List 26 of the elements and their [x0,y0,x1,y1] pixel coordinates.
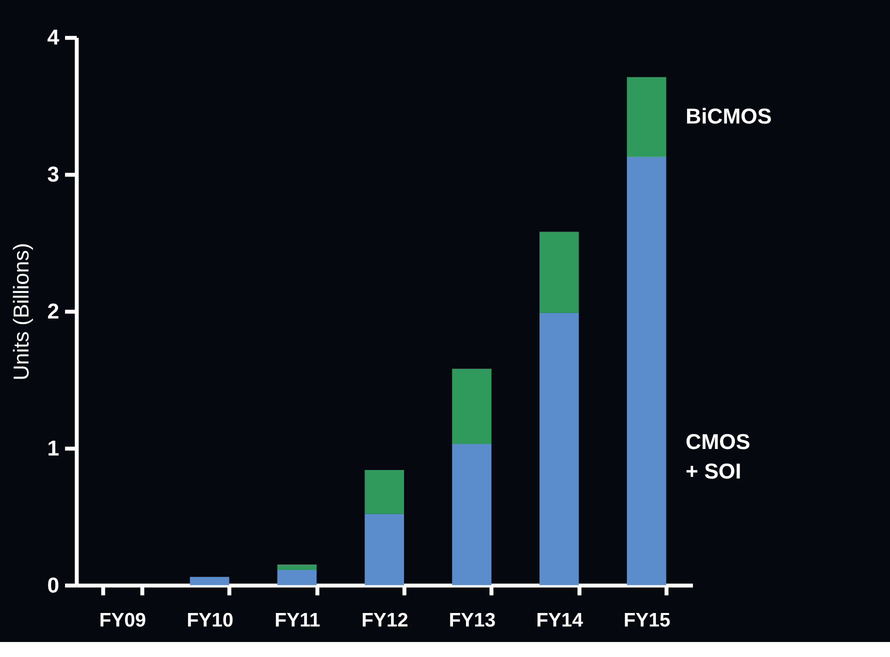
bar [452,368,492,444]
bar [452,444,492,586]
bar [539,312,579,586]
x-tick-label: FY15 [624,610,671,632]
y-tick-label: 3 [47,162,60,187]
bar [277,564,317,570]
y-tick-label: 2 [47,300,60,324]
y-tick-label: 1 [47,436,60,460]
bar [364,514,404,586]
bar [626,77,666,156]
y-axis-title: Units (Billions) [10,243,34,380]
y-tick-label: 0 [47,573,60,598]
bar [539,232,579,313]
bar [190,576,230,586]
x-tick-label: FY12 [361,610,408,632]
bar [364,470,404,514]
bar [626,156,666,586]
x-tick-label: FY11 [274,610,320,632]
x-tick-label: FY13 [448,610,496,632]
y-tick-label: 4 [47,26,60,50]
x-tick-label: FY10 [186,610,234,632]
x-tick-label: FY09 [99,610,146,632]
series-label: BiCMOS [686,104,772,129]
x-tick-label: FY14 [536,610,584,632]
series-label: CMOS + SOI [686,430,750,484]
bar [277,570,317,586]
